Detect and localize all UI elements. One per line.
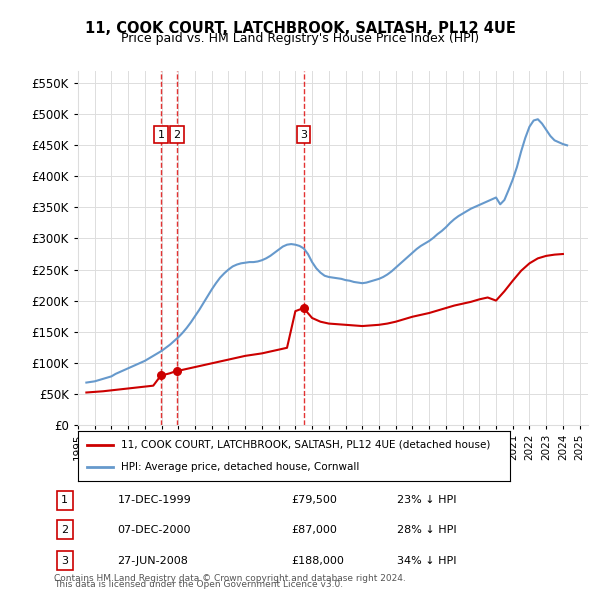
Text: 23% ↓ HPI: 23% ↓ HPI — [397, 496, 457, 505]
Text: 1: 1 — [61, 496, 68, 505]
Text: 34% ↓ HPI: 34% ↓ HPI — [397, 556, 457, 566]
Text: 11, COOK COURT, LATCHBROOK, SALTASH, PL12 4UE: 11, COOK COURT, LATCHBROOK, SALTASH, PL1… — [85, 21, 515, 35]
Text: 27-JUN-2008: 27-JUN-2008 — [118, 556, 188, 566]
Text: 07-DEC-2000: 07-DEC-2000 — [118, 525, 191, 535]
Text: £79,500: £79,500 — [292, 496, 337, 505]
Text: 2: 2 — [61, 525, 68, 535]
Point — [156, 371, 166, 380]
Text: This data is licensed under the Open Government Licence v3.0.: This data is licensed under the Open Gov… — [54, 581, 343, 589]
Text: 11, COOK COURT, LATCHBROOK, SALTASH, PL12 4UE (detached house): 11, COOK COURT, LATCHBROOK, SALTASH, PL1… — [121, 440, 491, 450]
Point — [299, 303, 308, 313]
Text: 1: 1 — [157, 130, 164, 139]
Point — [172, 366, 182, 375]
Text: 17-DEC-1999: 17-DEC-1999 — [118, 496, 191, 505]
Text: 2: 2 — [173, 130, 181, 139]
Text: 3: 3 — [300, 130, 307, 139]
Text: 3: 3 — [61, 556, 68, 566]
Text: £87,000: £87,000 — [292, 525, 337, 535]
Text: Contains HM Land Registry data © Crown copyright and database right 2024.: Contains HM Land Registry data © Crown c… — [54, 574, 406, 583]
Text: £188,000: £188,000 — [292, 556, 344, 566]
Text: Price paid vs. HM Land Registry's House Price Index (HPI): Price paid vs. HM Land Registry's House … — [121, 32, 479, 45]
Text: 28% ↓ HPI: 28% ↓ HPI — [397, 525, 457, 535]
Text: HPI: Average price, detached house, Cornwall: HPI: Average price, detached house, Corn… — [121, 462, 359, 472]
